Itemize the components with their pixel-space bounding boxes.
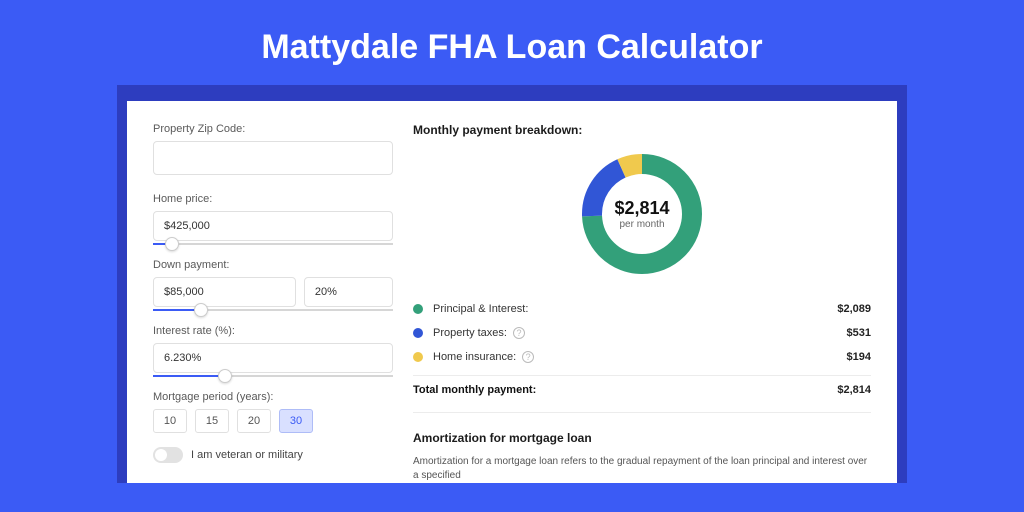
interest-rate-field: Interest rate (%):: [153, 325, 393, 377]
breakdown-title: Monthly payment breakdown:: [413, 123, 871, 137]
zip-field: Property Zip Code:: [153, 123, 393, 179]
divider: [413, 412, 871, 413]
home-price-input[interactable]: [153, 211, 393, 241]
period-option-30[interactable]: 30: [279, 409, 313, 433]
amortization-title: Amortization for mortgage loan: [413, 431, 871, 445]
donut-amount: $2,814: [614, 198, 669, 219]
legend-dot: [413, 328, 423, 338]
home-price-slider[interactable]: [153, 243, 393, 245]
donut-center: $2,814 per month: [577, 149, 707, 279]
donut-chart: $2,814 per month: [413, 149, 871, 279]
legend-dot: [413, 304, 423, 314]
slider-thumb[interactable]: [194, 303, 208, 317]
legend-value: $531: [847, 327, 871, 339]
veteran-label: I am veteran or military: [191, 449, 303, 461]
down-payment-field: Down payment:: [153, 259, 393, 311]
donut-sub: per month: [619, 219, 664, 230]
breakdown-column: Monthly payment breakdown: $2,814 per mo…: [413, 123, 871, 483]
form-column: Property Zip Code: Home price: Down paym…: [153, 123, 393, 483]
slider-thumb[interactable]: [165, 237, 179, 251]
down-payment-percent-input[interactable]: [304, 277, 393, 307]
mortgage-period-label: Mortgage period (years):: [153, 391, 393, 403]
period-option-10[interactable]: 10: [153, 409, 187, 433]
zip-label: Property Zip Code:: [153, 123, 393, 135]
help-icon[interactable]: ?: [522, 351, 534, 363]
band: Property Zip Code: Home price: Down paym…: [117, 85, 907, 483]
legend-value: $194: [847, 351, 871, 363]
period-option-15[interactable]: 15: [195, 409, 229, 433]
down-payment-slider[interactable]: [153, 309, 393, 311]
home-price-label: Home price:: [153, 193, 393, 205]
down-payment-amount-input[interactable]: [153, 277, 296, 307]
help-icon[interactable]: ?: [513, 327, 525, 339]
calculator-card: Property Zip Code: Home price: Down paym…: [127, 101, 897, 483]
interest-rate-label: Interest rate (%):: [153, 325, 393, 337]
legend-label: Property taxes:?: [433, 327, 847, 339]
legend-value: $2,089: [837, 303, 871, 315]
legend-row: Property taxes:?$531: [413, 321, 871, 345]
legend: Principal & Interest:$2,089Property taxe…: [413, 297, 871, 369]
total-row: Total monthly payment: $2,814: [413, 375, 871, 402]
legend-row: Home insurance:?$194: [413, 345, 871, 369]
interest-rate-slider[interactable]: [153, 375, 393, 377]
total-label: Total monthly payment:: [413, 384, 837, 396]
total-value: $2,814: [837, 384, 871, 396]
page-root: Mattydale FHA Loan Calculator Property Z…: [0, 0, 1024, 512]
donut: $2,814 per month: [577, 149, 707, 279]
slider-fill: [153, 375, 225, 377]
down-payment-row: [153, 277, 393, 311]
legend-label: Principal & Interest:: [433, 303, 837, 315]
legend-label: Home insurance:?: [433, 351, 847, 363]
legend-dot: [413, 352, 423, 362]
period-option-20[interactable]: 20: [237, 409, 271, 433]
slider-thumb[interactable]: [218, 369, 232, 383]
mortgage-period-field: Mortgage period (years): 10 15 20 30: [153, 391, 393, 433]
veteran-row: I am veteran or military: [153, 447, 393, 463]
mortgage-period-options: 10 15 20 30: [153, 409, 393, 433]
page-title: Mattydale FHA Loan Calculator: [0, 0, 1024, 85]
legend-row: Principal & Interest:$2,089: [413, 297, 871, 321]
veteran-toggle[interactable]: [153, 447, 183, 463]
home-price-field: Home price:: [153, 193, 393, 245]
amortization-text: Amortization for a mortgage loan refers …: [413, 455, 871, 483]
down-payment-label: Down payment:: [153, 259, 393, 271]
interest-rate-input[interactable]: [153, 343, 393, 373]
zip-input[interactable]: [153, 141, 393, 175]
